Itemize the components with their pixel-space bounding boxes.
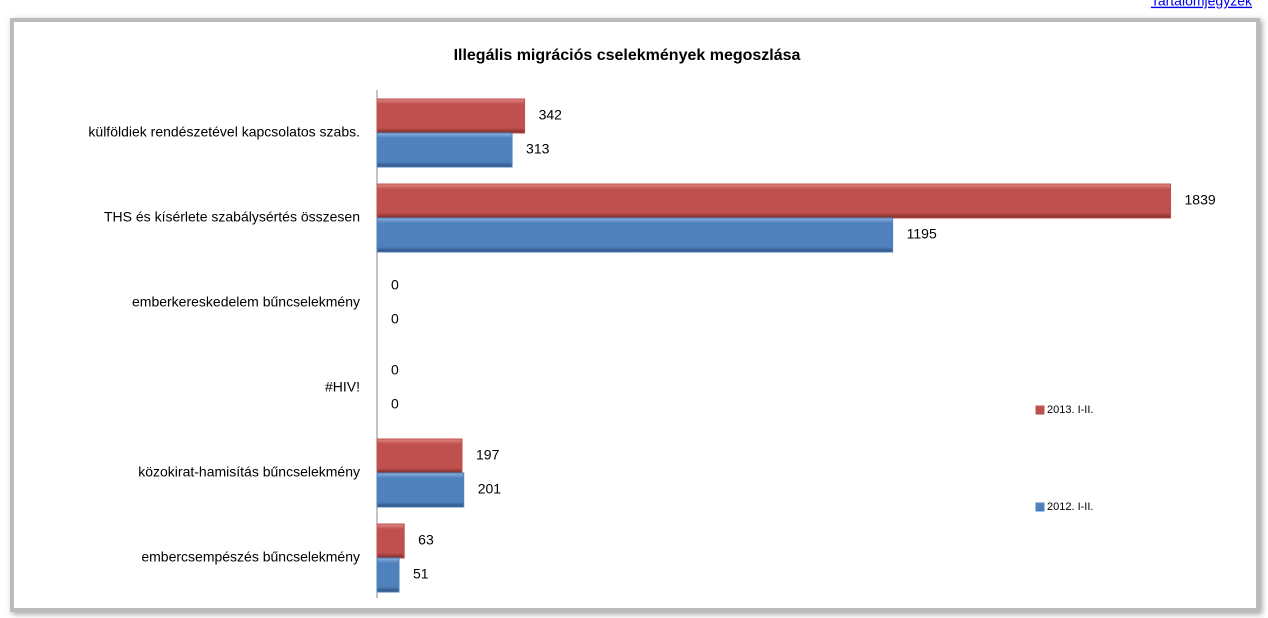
bar [376, 523, 405, 559]
toc-link[interactable]: Tartalomjegyzék [1151, 0, 1253, 9]
legend-swatch [1035, 405, 1045, 415]
category-label: embercsempészés bűncselekmény [141, 549, 360, 565]
category-label: külföldiek rendészetével kapcsolatos sza… [88, 124, 360, 140]
bar [376, 557, 400, 593]
value-label: 63 [418, 532, 434, 548]
legend-label: 2013. I-II. [1047, 404, 1093, 416]
bar [376, 98, 526, 134]
category-label: emberkereskedelem bűncselekmény [132, 294, 360, 310]
bar [376, 217, 894, 253]
bar [376, 132, 513, 168]
bar [376, 438, 463, 474]
category-label: közokirat-hamisítás bűncselekmény [138, 464, 360, 480]
value-label: 342 [539, 107, 563, 123]
chart-title: Illegális migrációs cselekmények megoszl… [454, 47, 801, 64]
value-label: 51 [413, 566, 429, 582]
value-label: 197 [476, 447, 500, 463]
value-label: 1195 [907, 226, 937, 242]
bar [376, 472, 465, 508]
value-label: 313 [526, 141, 550, 157]
bar [376, 183, 1172, 219]
value-label: 201 [478, 481, 502, 497]
category-label: #HIV! [325, 379, 360, 395]
value-label: 0 [391, 311, 399, 327]
value-label: 0 [391, 362, 399, 378]
chart-frame [10, 18, 1260, 612]
legend-label: 2012. I-II. [1047, 501, 1093, 513]
value-label: 1839 [1185, 192, 1216, 208]
value-label: 0 [391, 277, 399, 293]
legend-swatch [1035, 502, 1045, 512]
category-label: THS és kísérlete szabálysértés összesen [104, 209, 360, 225]
value-label: 0 [391, 396, 399, 412]
